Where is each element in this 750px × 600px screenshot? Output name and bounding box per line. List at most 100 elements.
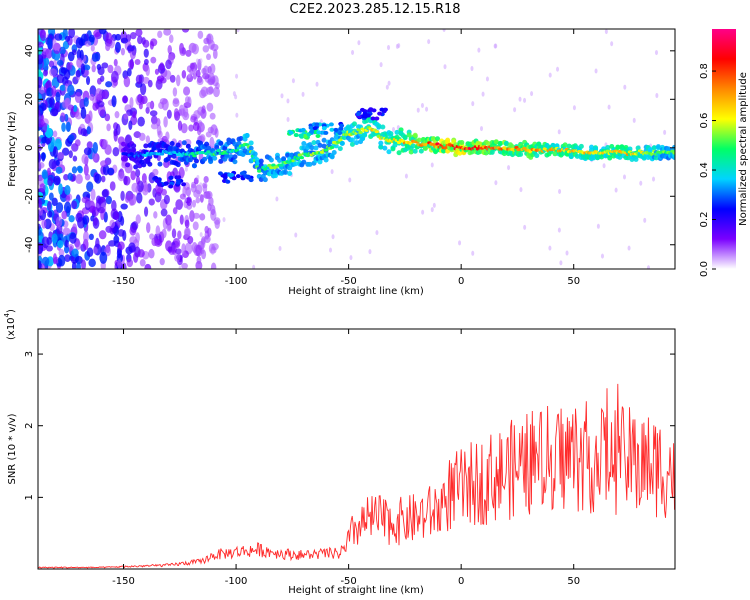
- noise-mark: [75, 69, 81, 78]
- blob-mark: [231, 176, 237, 181]
- ridge-mark: [309, 145, 315, 151]
- ridge-mark: [493, 139, 499, 145]
- noise-mark: [38, 161, 45, 169]
- colorbar-tick-label: 0.4: [699, 162, 710, 178]
- ridge-core: [358, 130, 363, 135]
- noise-mark: [164, 70, 172, 80]
- noise-mark: [129, 32, 137, 40]
- noise-mark: [135, 29, 143, 37]
- noise-mark: [548, 72, 552, 78]
- noise-mark: [64, 239, 69, 248]
- ridge-mark: [248, 145, 254, 151]
- noise-mark: [639, 180, 643, 186]
- blob-mark: [329, 127, 335, 132]
- noise-mark: [152, 168, 159, 176]
- noise-mark: [135, 74, 143, 85]
- noise-mark: [69, 232, 77, 244]
- noise-mark: [41, 48, 49, 56]
- noise-mark: [195, 58, 199, 64]
- colorbar-ticks: 0.0 0.2 0.4 0.6 0.8: [699, 63, 716, 277]
- noise-mark: [110, 70, 119, 83]
- noise-mark: [49, 68, 58, 77]
- noise-mark: [627, 245, 631, 251]
- noise-mark: [148, 198, 155, 206]
- noise-mark: [68, 134, 75, 142]
- noise-mark: [38, 136, 42, 144]
- ridge-mark: [380, 124, 386, 130]
- noise-mark: [140, 95, 148, 105]
- noise-mark: [38, 118, 45, 128]
- blob-mark: [323, 130, 329, 135]
- noise-mark: [623, 84, 627, 90]
- noise-mark: [38, 229, 42, 236]
- ridge-mark: [337, 146, 343, 152]
- noise-mark: [477, 47, 481, 53]
- noise-mark: [75, 37, 84, 49]
- noise-mark: [175, 199, 184, 210]
- noise-mark: [133, 252, 139, 263]
- noise-mark: [507, 165, 511, 171]
- noise-mark: [652, 176, 656, 182]
- y-tick-label: 2: [24, 423, 35, 429]
- ridge-mark: [552, 151, 558, 157]
- ridge-mark: [394, 129, 400, 135]
- noise-mark: [177, 120, 183, 131]
- noise-mark: [196, 174, 200, 180]
- noise-mark: [138, 132, 146, 141]
- noise-mark: [94, 173, 102, 184]
- noise-mark: [154, 68, 160, 75]
- noise-mark: [421, 209, 425, 215]
- noise-mark: [74, 139, 81, 147]
- noise-mark: [199, 134, 206, 143]
- ridge-mark: [568, 154, 574, 160]
- noise-mark: [192, 221, 199, 231]
- ridge-mark: [244, 133, 250, 139]
- blob-mark: [315, 133, 321, 138]
- noise-mark: [86, 126, 91, 135]
- blob-mark: [312, 126, 318, 131]
- ridge-mark: [175, 142, 181, 148]
- ridge-mark: [390, 146, 396, 152]
- spectrogram-marks: [38, 29, 675, 269]
- y-tick-label: 3: [24, 351, 35, 357]
- noise-mark: [166, 109, 172, 119]
- noise-mark: [210, 262, 217, 269]
- noise-mark: [183, 86, 191, 96]
- noise-mark: [556, 66, 560, 72]
- noise-mark: [123, 75, 131, 88]
- noise-mark: [471, 250, 475, 256]
- ridge-mark: [123, 156, 129, 162]
- noise-mark: [181, 262, 188, 269]
- noise-mark: [128, 120, 133, 131]
- noise-mark: [80, 63, 86, 75]
- noise-mark: [212, 49, 218, 60]
- noise-mark: [427, 39, 431, 45]
- noise-mark: [184, 166, 188, 172]
- ridge-mark: [392, 142, 398, 148]
- noise-mark: [49, 108, 58, 117]
- y-tick-label: 40: [24, 44, 35, 57]
- noise-mark: [126, 258, 134, 268]
- ridge-mark: [175, 162, 181, 168]
- noise-mark: [212, 86, 220, 98]
- ridge-mark: [625, 155, 631, 161]
- ridge-mark: [133, 164, 139, 170]
- blob-mark: [217, 171, 223, 176]
- noise-mark: [204, 225, 209, 234]
- noise-mark: [196, 78, 204, 86]
- noise-mark: [420, 102, 424, 108]
- noise-mark: [98, 230, 107, 240]
- noise-mark: [89, 93, 95, 101]
- noise-mark: [58, 254, 66, 267]
- noise-mark: [192, 121, 200, 132]
- noise-mark: [165, 59, 172, 70]
- ridge-mark: [147, 161, 153, 167]
- blob-mark: [298, 133, 304, 138]
- noise-mark: [74, 91, 82, 104]
- ridge-mark: [169, 145, 175, 151]
- ridge-core: [344, 132, 349, 137]
- ridge-mark: [534, 153, 540, 159]
- noise-mark: [211, 250, 215, 256]
- noise-mark: [135, 232, 140, 243]
- blob-mark: [382, 107, 388, 112]
